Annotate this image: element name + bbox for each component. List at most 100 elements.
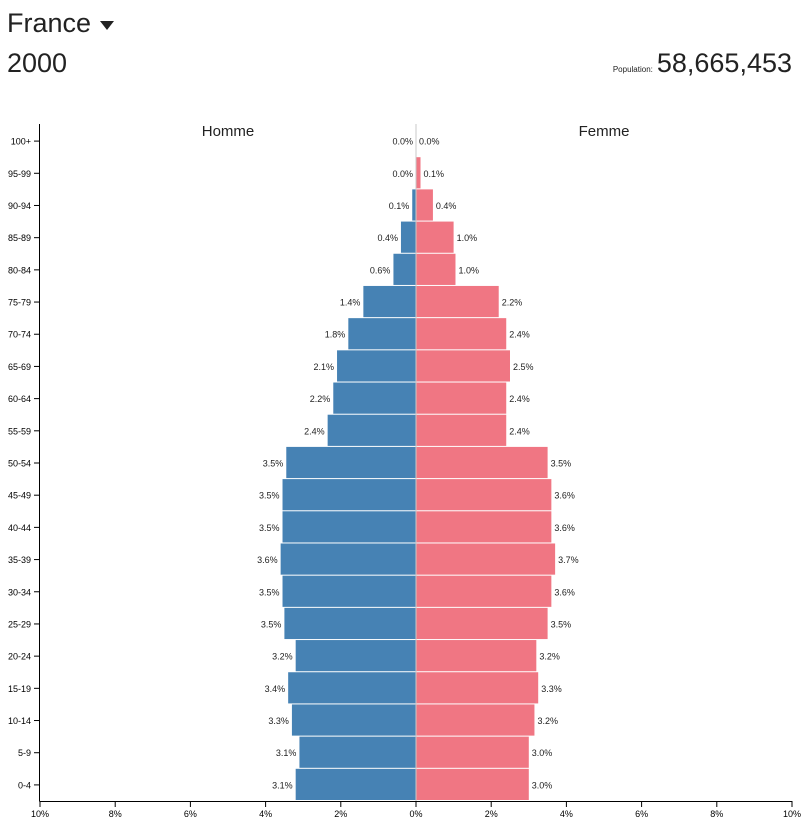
male-bar bbox=[348, 318, 416, 350]
female-value-label: 3.5% bbox=[551, 619, 572, 629]
male-value-label: 3.6% bbox=[257, 555, 278, 565]
y-tick-label: 70-74 bbox=[8, 330, 31, 340]
female-bar bbox=[416, 672, 539, 704]
y-tick-label: 75-79 bbox=[8, 298, 31, 308]
x-tick-label: 0% bbox=[409, 809, 422, 819]
male-bar bbox=[295, 640, 416, 672]
x-tick-label: 4% bbox=[560, 809, 573, 819]
x-tick-label: 8% bbox=[710, 809, 723, 819]
male-value-label: 3.1% bbox=[276, 748, 297, 758]
female-bar bbox=[416, 285, 499, 318]
female-bar bbox=[416, 189, 433, 221]
female-value-label: 1.0% bbox=[458, 265, 479, 275]
female-value-label: 2.4% bbox=[509, 426, 530, 436]
female-bar bbox=[416, 350, 510, 382]
country-selector[interactable]: France bbox=[7, 6, 115, 40]
male-bar bbox=[282, 479, 416, 511]
female-bar bbox=[416, 768, 529, 800]
male-value-label: 3.5% bbox=[261, 619, 282, 629]
female-value-label: 0.1% bbox=[424, 169, 445, 179]
y-tick-label: 60-64 bbox=[8, 394, 31, 404]
x-tick-label: 6% bbox=[635, 809, 648, 819]
male-value-label: 0.1% bbox=[389, 201, 410, 211]
male-value-label: 0.0% bbox=[392, 169, 413, 179]
male-value-label: 2.2% bbox=[310, 394, 331, 404]
female-value-label: 3.6% bbox=[554, 491, 575, 501]
male-value-label: 1.4% bbox=[340, 298, 361, 308]
y-tick-label: 25-29 bbox=[8, 619, 31, 629]
male-bar bbox=[288, 672, 416, 704]
male-value-label: 0.0% bbox=[392, 137, 413, 147]
female-value-label: 3.0% bbox=[532, 780, 553, 790]
male-bar bbox=[282, 575, 416, 607]
population-value: 58,665,453 bbox=[656, 48, 792, 78]
female-bar bbox=[416, 543, 556, 575]
male-value-label: 3.3% bbox=[268, 716, 289, 726]
y-tick-label: 30-34 bbox=[8, 587, 31, 597]
y-tick-label: 90-94 bbox=[8, 201, 31, 211]
female-value-label: 2.4% bbox=[509, 330, 530, 340]
male-bar bbox=[327, 414, 416, 446]
female-value-label: 3.6% bbox=[554, 587, 575, 597]
y-tick-label: 5-9 bbox=[18, 748, 31, 758]
male-bar bbox=[284, 607, 416, 640]
x-tick-label: 10% bbox=[783, 809, 801, 819]
male-bar bbox=[291, 704, 416, 736]
female-bar bbox=[416, 157, 421, 189]
male-value-label: 3.1% bbox=[272, 780, 293, 790]
year-label: 2000 bbox=[7, 48, 68, 78]
female-value-label: 3.2% bbox=[539, 652, 560, 662]
female-value-label: 2.2% bbox=[502, 298, 523, 308]
y-tick-label: 100+ bbox=[11, 137, 31, 147]
female-value-label: 3.7% bbox=[558, 555, 579, 565]
y-tick-label: 20-24 bbox=[8, 652, 31, 662]
female-bar bbox=[416, 640, 537, 672]
x-tick-label: 2% bbox=[334, 809, 347, 819]
male-bar bbox=[400, 221, 416, 253]
y-tick-label: 35-39 bbox=[8, 555, 31, 565]
female-bar bbox=[416, 414, 507, 446]
male-value-label: 3.5% bbox=[259, 587, 280, 597]
female-bar bbox=[416, 253, 456, 285]
female-bar bbox=[416, 446, 548, 479]
male-value-label: 3.4% bbox=[265, 684, 286, 694]
female-value-label: 2.4% bbox=[509, 394, 530, 404]
male-bar bbox=[286, 446, 416, 479]
male-value-label: 3.5% bbox=[259, 523, 280, 533]
caret-down-icon[interactable] bbox=[100, 20, 115, 30]
female-bar bbox=[416, 221, 454, 253]
female-value-label: 1.0% bbox=[457, 233, 478, 243]
femme-heading: Femme bbox=[579, 123, 630, 140]
male-value-label: 0.6% bbox=[370, 265, 391, 275]
y-tick-label: 10-14 bbox=[8, 716, 31, 726]
male-bar bbox=[412, 189, 416, 221]
male-bar bbox=[280, 543, 416, 575]
male-bar bbox=[299, 736, 416, 768]
x-tick-label: 4% bbox=[259, 809, 272, 819]
y-tick-label: 0-4 bbox=[18, 780, 31, 790]
population-label: Population: bbox=[612, 65, 653, 74]
female-value-label: 3.6% bbox=[554, 523, 575, 533]
y-tick-label: 40-44 bbox=[8, 523, 31, 533]
male-bar bbox=[333, 382, 416, 414]
male-bar bbox=[282, 511, 416, 543]
female-bar bbox=[416, 511, 552, 543]
female-value-label: 0.4% bbox=[436, 201, 457, 211]
y-tick-label: 15-19 bbox=[8, 684, 31, 694]
female-bar bbox=[416, 607, 548, 640]
y-tick-label: 95-99 bbox=[8, 169, 31, 179]
female-bar bbox=[416, 479, 552, 511]
y-tick-label: 80-84 bbox=[8, 265, 31, 275]
female-value-label: 3.2% bbox=[537, 716, 558, 726]
male-bar bbox=[295, 768, 416, 800]
female-bar bbox=[416, 736, 529, 768]
population-display: Population: 58,665,453 bbox=[613, 46, 792, 80]
x-tick-label: 10% bbox=[31, 809, 49, 819]
country-name: France bbox=[7, 8, 92, 38]
x-tick-label: 6% bbox=[184, 809, 197, 819]
female-bar bbox=[416, 575, 552, 607]
y-tick-label: 85-89 bbox=[8, 233, 31, 243]
male-value-label: 1.8% bbox=[325, 330, 346, 340]
female-bar bbox=[416, 318, 507, 350]
